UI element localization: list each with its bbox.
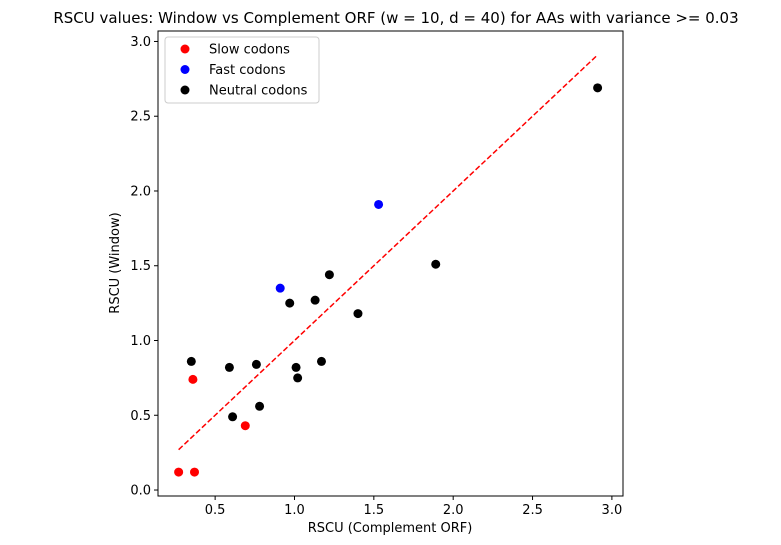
chart-title: RSCU values: Window vs Complement ORF (w…: [53, 9, 738, 27]
x-tick-label: 3.0: [602, 503, 623, 518]
neutral-codons-point: [251, 359, 261, 369]
fast-codons-point: [275, 283, 285, 293]
y-axis-label: RSCU (Window): [108, 212, 123, 313]
slow-codons-point: [190, 467, 200, 477]
neutral-codons-point: [255, 401, 265, 411]
y-tick-label: 1.5: [130, 259, 151, 274]
slow-codons-point: [188, 374, 198, 384]
fast-codons-point: [374, 199, 384, 209]
reference-line: [178, 54, 599, 451]
x-tick-label: 1.5: [363, 503, 384, 518]
legend-marker-neutral-codons: [180, 85, 190, 95]
neutral-codons-point: [353, 309, 363, 319]
legend-marker-slow-codons: [180, 44, 190, 54]
x-axis-label: RSCU (Complement ORF): [308, 521, 473, 536]
legend-label-slow-codons: Slow codons: [209, 43, 290, 58]
slow-codons-point: [240, 421, 250, 431]
neutral-codons-point: [324, 270, 334, 280]
y-tick-label: 0.5: [130, 409, 151, 424]
neutral-codons-point: [186, 356, 196, 366]
x-tick-label: 2.5: [522, 503, 543, 518]
neutral-codons-point: [310, 295, 320, 305]
neutral-codons-point: [285, 298, 295, 308]
neutral-codons-point: [316, 356, 326, 366]
neutral-codons-point: [431, 259, 441, 269]
legend-box: [164, 36, 320, 104]
y-tick-label: 0.0: [130, 484, 151, 499]
plot-area: 0.5 1.0 1.5 2.0 2.5 3.0 0.0 0.5 1.0 1.5 2.0 2.5 3.0: [130, 30, 624, 518]
y-tick-label: 2.5: [130, 110, 151, 125]
y-tick-label: 2.0: [130, 184, 151, 199]
plot-frame: [157, 30, 624, 497]
y-tick-label: 3.0: [130, 35, 151, 50]
legend-label-fast-codons: Fast codons: [209, 63, 286, 78]
legend-label-neutral-codons: Neutral codons: [209, 84, 308, 99]
neutral-codons-point: [293, 373, 303, 383]
legend: Slow codons Fast codons Neutral codons: [164, 36, 320, 104]
neutral-codons-point: [291, 362, 301, 372]
neutral-codons-point: [593, 83, 603, 93]
neutral-codons-point: [228, 412, 238, 422]
x-tick-label: 2.0: [443, 503, 464, 518]
legend-marker-fast-codons: [180, 65, 190, 74]
neutral-codons-point: [224, 362, 234, 372]
y-tick-label: 1.0: [130, 334, 151, 349]
x-tick-label: 0.5: [205, 503, 226, 518]
x-tick-label: 1.0: [284, 503, 305, 518]
slow-codons-point: [174, 467, 184, 477]
